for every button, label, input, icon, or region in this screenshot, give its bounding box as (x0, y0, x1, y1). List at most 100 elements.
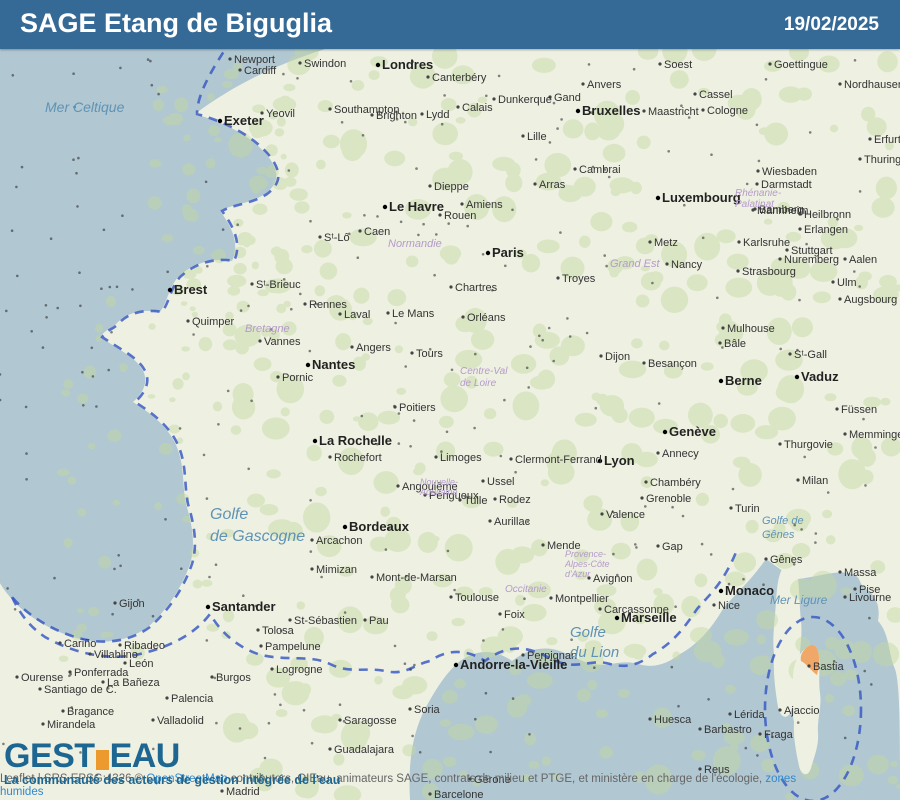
svg-text:Rouen: Rouen (444, 210, 476, 222)
svg-text:Caen: Caen (364, 226, 390, 238)
svg-text:Santander: Santander (212, 599, 276, 614)
svg-text:Füssen: Füssen (841, 404, 877, 416)
svg-text:Tours: Tours (416, 348, 443, 360)
svg-text:Erlangen: Erlangen (804, 224, 848, 236)
svg-text:Thurgovie: Thurgovie (784, 439, 833, 451)
svg-text:Rochefort: Rochefort (334, 452, 382, 464)
svg-text:Cassel: Cassel (699, 89, 733, 101)
svg-text:Golfe de: Golfe de (762, 515, 804, 527)
svg-text:Saragosse: Saragosse (344, 715, 397, 727)
svg-text:Pau: Pau (369, 615, 389, 627)
svg-text:Genève: Genève (669, 424, 716, 439)
svg-text:La Rochelle: La Rochelle (319, 433, 392, 448)
svg-text:Dijon: Dijon (605, 351, 630, 363)
svg-text:Alpes-Côte: Alpes-Côte (564, 559, 610, 569)
svg-text:Nancy: Nancy (671, 259, 703, 271)
svg-text:Grenoble: Grenoble (646, 493, 691, 505)
svg-text:Calais: Calais (462, 102, 493, 114)
svg-text:Brighton: Brighton (376, 110, 417, 122)
svg-text:Erfurt: Erfurt (874, 134, 900, 146)
svg-text:Avignon: Avignon (593, 573, 633, 585)
svg-text:Sᵗ-Brieuc: Sᵗ-Brieuc (256, 279, 301, 291)
svg-text:Valence: Valence (606, 509, 645, 521)
svg-text:Aurillac: Aurillac (494, 516, 531, 528)
svg-text:Chambéry: Chambéry (650, 477, 701, 489)
svg-text:Foix: Foix (504, 609, 525, 621)
svg-text:Brest: Brest (174, 282, 208, 297)
svg-text:Cologne: Cologne (707, 105, 748, 117)
svg-text:Valladolid: Valladolid (157, 715, 204, 727)
svg-text:Mirandela: Mirandela (47, 719, 96, 731)
svg-text:Normandie: Normandie (388, 238, 442, 250)
svg-text:Cambrai: Cambrai (579, 164, 621, 176)
svg-text:Orléans: Orléans (467, 312, 506, 324)
svg-text:Arcachon: Arcachon (316, 535, 362, 547)
svg-text:Metz: Metz (654, 237, 678, 249)
svg-text:Annecy: Annecy (662, 448, 699, 460)
svg-text:Thuringe: Thuringe (864, 154, 900, 166)
svg-text:Strasbourg: Strasbourg (742, 266, 796, 278)
svg-text:Lille: Lille (527, 131, 547, 143)
svg-text:Tolosa: Tolosa (262, 625, 295, 637)
svg-text:du Lion: du Lion (570, 644, 619, 661)
svg-text:Lyon: Lyon (604, 453, 635, 468)
svg-text:Nantes: Nantes (312, 357, 355, 372)
svg-text:Bruxelles: Bruxelles (582, 103, 641, 118)
svg-text:Centre-Val: Centre-Val (460, 366, 508, 377)
svg-text:Dieppe: Dieppe (434, 181, 469, 193)
svg-text:Cariño: Cariño (64, 638, 96, 650)
svg-text:Golfe: Golfe (570, 624, 606, 641)
svg-text:Anvers: Anvers (587, 79, 622, 91)
svg-text:Burgos: Burgos (216, 672, 251, 684)
svg-text:Guadalajara: Guadalajara (334, 744, 395, 756)
svg-text:León: León (129, 658, 153, 670)
svg-text:Palatinat: Palatinat (735, 199, 775, 210)
svg-text:Bragance: Bragance (67, 706, 114, 718)
svg-text:Yeovil: Yeovil (266, 108, 295, 120)
svg-text:Mimizan: Mimizan (316, 564, 357, 576)
svg-text:de Loire: de Loire (460, 378, 497, 389)
svg-text:Gijon: Gijon (119, 598, 145, 610)
svg-text:Toulouse: Toulouse (455, 592, 499, 604)
svg-text:Maastricht: Maastricht (648, 106, 699, 118)
svg-text:Santiago de C.: Santiago de C. (44, 684, 117, 696)
svg-text:Grand Est: Grand Est (610, 258, 660, 270)
svg-text:Augsbourg: Augsbourg (844, 294, 897, 306)
svg-text:Monaco: Monaco (725, 583, 774, 598)
svg-text:Londres: Londres (382, 57, 433, 72)
svg-text:St-Sébastien: St-Sébastien (294, 615, 357, 627)
svg-text:Palencia: Palencia (171, 693, 214, 705)
svg-text:Karlsruhe: Karlsruhe (743, 237, 790, 249)
svg-text:Rennes: Rennes (309, 299, 347, 311)
svg-text:Bastia: Bastia (813, 661, 844, 673)
svg-text:Gênes: Gênes (770, 554, 803, 566)
svg-text:Milan: Milan (802, 475, 828, 487)
svg-text:Turin: Turin (735, 503, 760, 515)
svg-text:Besançon: Besançon (648, 358, 697, 370)
svg-text:Barbastro: Barbastro (704, 724, 752, 736)
svg-text:Nuremberg: Nuremberg (784, 254, 839, 266)
svg-text:Poitiers: Poitiers (399, 402, 436, 414)
svg-text:Sᵗ-Gall: Sᵗ-Gall (794, 349, 827, 361)
svg-text:Aquitaine: Aquitaine (419, 487, 458, 497)
svg-text:Cardiff: Cardiff (244, 65, 277, 77)
svg-text:d'Azur: d'Azur (565, 569, 591, 579)
svg-text:Mont-de-Marsan: Mont-de-Marsan (376, 572, 457, 584)
svg-text:Bâle: Bâle (724, 338, 746, 350)
svg-text:Ajaccio: Ajaccio (784, 705, 819, 717)
svg-text:Dunkerque: Dunkerque (498, 94, 552, 106)
svg-text:Chartres: Chartres (455, 282, 498, 294)
svg-text:Fraga: Fraga (764, 729, 794, 741)
svg-text:Luxembourg: Luxembourg (662, 190, 741, 205)
svg-text:Lydd: Lydd (426, 109, 449, 121)
svg-text:Andorre-la-Vieille: Andorre-la-Vieille (460, 657, 567, 672)
svg-text:Livourne: Livourne (849, 592, 891, 604)
svg-text:Sᵗ-Lô: Sᵗ-Lô (324, 232, 350, 244)
svg-text:Montpellier: Montpellier (555, 593, 609, 605)
svg-text:Gap: Gap (662, 541, 683, 553)
svg-text:Le Havre: Le Havre (389, 199, 444, 214)
svg-text:Aalen: Aalen (849, 254, 877, 266)
svg-text:Pampelune: Pampelune (265, 641, 321, 653)
svg-text:Berne: Berne (725, 373, 762, 388)
svg-text:Mer Ligure: Mer Ligure (770, 593, 828, 607)
